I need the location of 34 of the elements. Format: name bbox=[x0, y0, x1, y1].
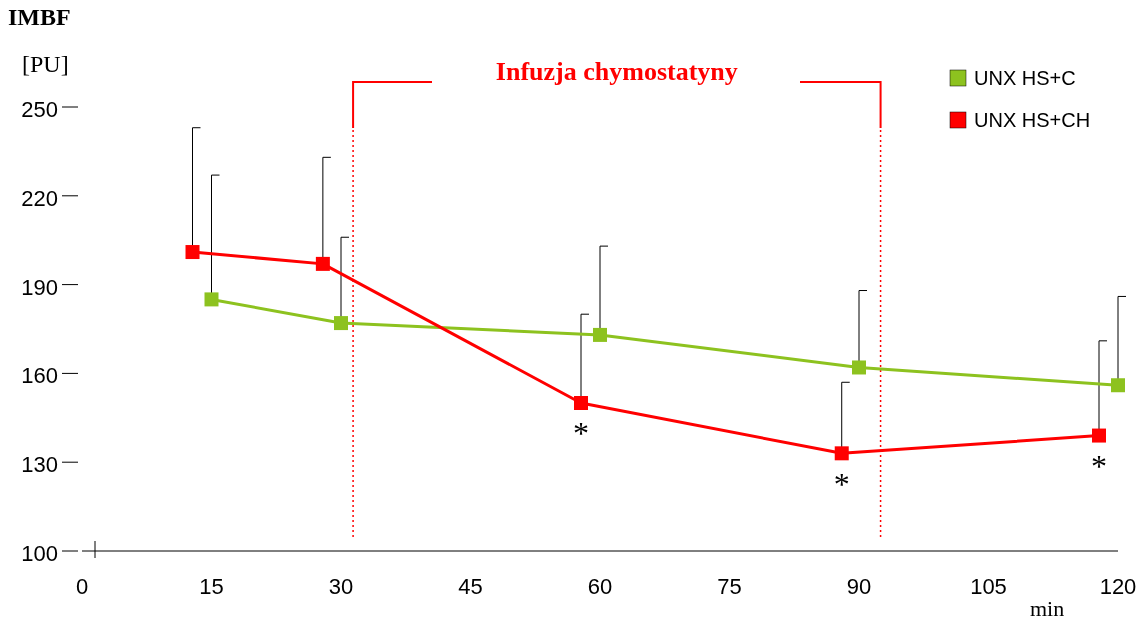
legend-label: UNX HS+C bbox=[974, 67, 1076, 89]
x-tick-label: 0 bbox=[75, 574, 89, 599]
point bbox=[834, 446, 849, 461]
x-tick-label: 30 bbox=[328, 574, 354, 599]
y-tick-label: 220 bbox=[21, 185, 58, 211]
point bbox=[1111, 378, 1125, 393]
chart-title: IMBF bbox=[8, 4, 71, 30]
y-tick-label: 100 bbox=[21, 540, 58, 566]
point bbox=[315, 256, 330, 271]
point bbox=[1092, 428, 1107, 443]
legend-label: UNX HS+CH bbox=[974, 109, 1091, 131]
x-tick-label: 75 bbox=[717, 574, 742, 599]
y-axis-title: [PU] bbox=[22, 51, 69, 77]
y-tick-label: 160 bbox=[21, 363, 58, 389]
annotation: * bbox=[573, 415, 590, 452]
point bbox=[593, 327, 607, 342]
y-tick-label: 130 bbox=[21, 452, 58, 478]
point bbox=[334, 316, 348, 331]
point bbox=[185, 245, 200, 260]
text: Infuzja chymostatyny bbox=[495, 57, 738, 86]
x-axis-title: min bbox=[1030, 596, 1065, 621]
point bbox=[204, 292, 219, 307]
x-tick-label: 90 bbox=[846, 574, 872, 599]
x-tick-label: 45 bbox=[458, 574, 483, 599]
x-tick-label: 120 bbox=[1099, 574, 1137, 599]
y-tick-label: 190 bbox=[21, 274, 58, 300]
annotation: * bbox=[833, 465, 850, 502]
x-tick-label: 15 bbox=[199, 574, 224, 599]
y-tick-label: 250 bbox=[21, 96, 58, 122]
annotation: * bbox=[1091, 447, 1108, 484]
point bbox=[852, 360, 866, 375]
x-tick-label: 60 bbox=[587, 574, 613, 599]
x-tick-label: 105 bbox=[970, 574, 1007, 599]
point bbox=[574, 396, 589, 410]
